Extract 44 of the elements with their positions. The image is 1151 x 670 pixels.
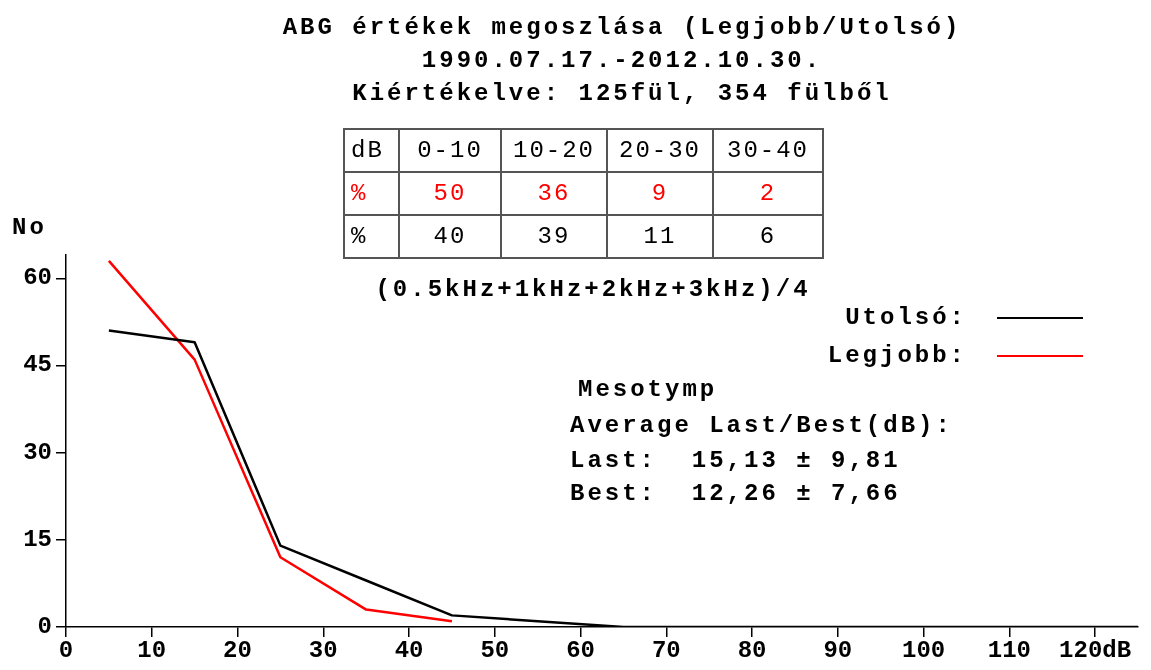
y-tick-label: 60 (23, 264, 52, 292)
text: 0-10 (399, 129, 501, 172)
x-tick-label: 10 (137, 637, 167, 665)
annotation: Last: 15,13 ± 9,81 (570, 447, 901, 475)
annotation: Mesotymp (578, 376, 718, 404)
text: 36 (501, 172, 607, 215)
x-tick-label: 40 (394, 637, 424, 665)
x-tick-label: 30 (308, 637, 338, 665)
text: 9 (607, 172, 713, 215)
x-tick-label: 60 (566, 637, 595, 665)
text: 10-20 (501, 129, 607, 172)
y-tick-label: 45 (23, 351, 52, 379)
text: % (344, 215, 399, 258)
text: 30-40 (713, 129, 823, 172)
text: Kiértékelve: 125fül, 354 fülből (351, 80, 893, 108)
annotation: Best: 12,26 ± 7,66 (570, 480, 901, 508)
x-tick-label: 90 (823, 637, 853, 665)
text: 11 (607, 215, 713, 258)
x-tick-label: 80 (737, 637, 767, 665)
x-tick-label: 20 (223, 637, 252, 665)
x-tick-label: 70 (651, 637, 681, 665)
x-tick-label: 0 (58, 637, 74, 665)
legend-label: Legjobb: (827, 342, 967, 369)
text: 40 (399, 215, 501, 258)
chart-title: ABG értékek megoszlása (Legjobb/Utolsó) (281, 14, 963, 42)
text: 39 (501, 215, 607, 258)
x-tick-label: 50 (480, 637, 510, 665)
text: 6 (713, 215, 823, 258)
legend-label: Utolsó: (845, 304, 967, 331)
y-tick-label: 30 (23, 438, 52, 466)
y-tick-label: 0 (37, 613, 52, 641)
y-axis-title: No (12, 214, 47, 242)
x-tick-label: 110 (987, 637, 1031, 665)
annotation: Average Last/Best(dB): (570, 412, 953, 440)
text: dB (344, 129, 399, 172)
text: 20-30 (607, 129, 713, 172)
text: 50 (399, 172, 501, 215)
y-tick-label: 15 (23, 525, 52, 553)
x-tick-label: 120dB (1059, 637, 1132, 665)
text: 2 (713, 172, 823, 215)
chart-subtitle: 1990.07.17.-2012.10.30. (420, 47, 824, 75)
text: % (344, 172, 399, 215)
annotation: (0.5kHz+1kHz+2kHz+3kHz)/4 (374, 276, 812, 304)
x-tick-label: 100 (901, 637, 946, 665)
